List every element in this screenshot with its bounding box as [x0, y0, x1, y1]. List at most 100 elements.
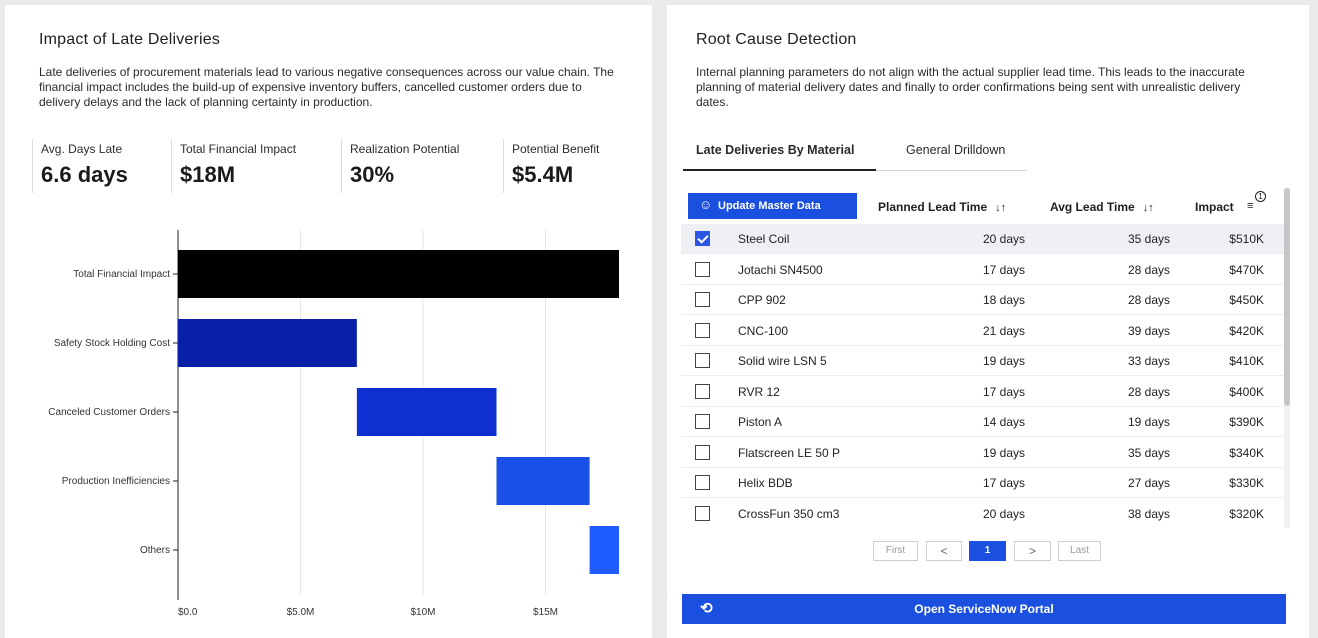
planned-lead-time: 21 days	[982, 323, 1025, 338]
material-name: Helix BDB	[738, 476, 793, 490]
pagination-prev-button[interactable]: <	[926, 541, 962, 561]
open-servicenow-portal-button[interactable]: ⟲ Open ServiceNow Portal	[682, 594, 1286, 624]
user-edit-icon: ☺	[699, 197, 713, 212]
kpi-total-financial-impact: Total Financial Impact $18M	[171, 139, 341, 193]
x-tick-label: $0.0	[178, 607, 198, 618]
avg-lead-time: 28 days	[1127, 262, 1170, 277]
material-name: Steel Coil	[738, 232, 790, 246]
kpi-value: 30%	[350, 162, 395, 187]
category-label: Others	[140, 545, 170, 556]
row-checkbox[interactable]	[695, 353, 710, 368]
materials-table: ☺ Update Master Data Planned Lead Time ↓↑…	[681, 188, 1291, 528]
table-row[interactable]: CNC-100 21 days 39 days $420K	[681, 316, 1285, 346]
row-checkbox[interactable]	[695, 475, 710, 490]
avg-lead-time: 27 days	[1127, 476, 1170, 490]
pagination-next-button[interactable]: >	[1014, 541, 1051, 561]
table-row[interactable]: Flatscreen LE 50 P 19 days 35 days $340K	[681, 438, 1285, 468]
impact-value: $410K	[1229, 354, 1264, 368]
bar	[178, 250, 619, 298]
planned-lead-time: 17 days	[982, 384, 1025, 399]
kpi-label: Realization Potential	[350, 142, 460, 156]
panel-description: Internal planning parameters do not alig…	[696, 65, 1245, 109]
planned-lead-time: 19 days	[982, 445, 1025, 460]
row-checkbox[interactable]	[695, 505, 710, 521]
table-row[interactable]: Helix BDB 17 days 27 days $330K	[681, 468, 1285, 498]
column-impact[interactable]: Impact ≡ 1	[1195, 191, 1266, 214]
panel-title: Root Cause Detection	[696, 31, 857, 48]
row-checkbox[interactable]	[695, 383, 710, 399]
material-name: Jotachi SN4500	[738, 262, 823, 277]
bar	[356, 388, 497, 436]
bar	[589, 526, 619, 574]
sort-desc-icon: ≡	[1247, 200, 1254, 212]
x-tick-label: $5.0M	[287, 607, 315, 618]
avg-lead-time: 35 days	[1127, 445, 1170, 460]
pagination-first-button[interactable]: First	[873, 541, 918, 561]
planned-lead-time: 19 days	[982, 354, 1025, 368]
avg-lead-time: 28 days	[1127, 384, 1170, 399]
table-scrollbar[interactable]	[1284, 188, 1290, 528]
impact-value: $470K	[1229, 262, 1264, 277]
column-planned-lead-time[interactable]: Planned Lead Time ↓↑	[878, 200, 1006, 214]
column-avg-lead-time[interactable]: Avg Lead Time ↓↑	[1050, 200, 1154, 214]
row-checkbox[interactable]	[695, 231, 710, 246]
table-row[interactable]: Steel Coil 20 days 35 days $510K	[681, 224, 1285, 254]
planned-lead-time: 17 days	[982, 476, 1025, 490]
table-row[interactable]: CPP 902 18 days 28 days $450K	[681, 285, 1285, 315]
row-checkbox[interactable]	[695, 292, 710, 307]
pagination-page-1[interactable]: 1	[969, 541, 1006, 561]
panel-title: Impact of Late Deliveries	[39, 31, 221, 48]
kpi-label: Avg. Days Late	[41, 142, 123, 156]
impact-value: $420K	[1229, 323, 1264, 338]
avg-lead-time: 28 days	[1127, 293, 1170, 307]
planned-lead-time: 14 days	[982, 415, 1025, 429]
tab-late-deliveries-by-material[interactable]: Late Deliveries By Material	[683, 143, 876, 171]
material-name: RVR 12	[738, 384, 780, 399]
planned-lead-time: 17 days	[982, 262, 1025, 277]
avg-lead-time: 39 days	[1127, 323, 1170, 338]
impact-value: $340K	[1229, 445, 1264, 460]
pagination-last-button[interactable]: Last	[1058, 541, 1101, 561]
scroll-thumb[interactable]	[1284, 188, 1290, 406]
portal-button-label: Open ServiceNow Portal	[914, 602, 1054, 616]
update-master-data-label: Update Master Data	[718, 200, 821, 212]
category-label: Safety Stock Holding Cost	[54, 338, 170, 349]
row-checkbox[interactable]	[695, 322, 710, 338]
row-checkbox[interactable]	[695, 261, 710, 277]
kpi-label: Potential Benefit	[512, 142, 600, 156]
planned-lead-time: 18 days	[982, 293, 1025, 307]
table-row[interactable]: RVR 12 17 days 28 days $400K	[681, 377, 1285, 407]
bar	[178, 319, 357, 367]
bar	[496, 457, 590, 505]
kpi-potential-benefit: Potential Benefit $5.4M	[503, 139, 633, 193]
planned-lead-time: 20 days	[982, 506, 1025, 521]
x-tick-label: $15M	[533, 607, 558, 618]
sort-order-badge: 1	[1255, 191, 1266, 202]
material-name: Piston A	[738, 415, 783, 429]
kpi-value: $18M	[180, 162, 236, 187]
impact-value: $510K	[1229, 232, 1264, 246]
table-row[interactable]: Solid wire LSN 5 19 days 33 days $410K	[681, 346, 1285, 376]
row-checkbox[interactable]	[695, 444, 710, 460]
kpi-value: $5.4M	[512, 162, 574, 187]
root-cause-panel: Root Cause Detection Internal planning p…	[667, 5, 1309, 638]
impact-value: $390K	[1229, 415, 1264, 429]
kpi-avg-days-late: Avg. Days Late 6.6 days	[32, 139, 170, 193]
material-name: Solid wire LSN 5	[738, 354, 827, 368]
column-label: Impact	[1195, 200, 1234, 214]
material-name: CNC-100	[738, 323, 789, 338]
waterfall-chart: Total Financial Impact Safety Stock Holdi…	[48, 230, 619, 618]
impact-value: $320K	[1229, 506, 1264, 521]
panel-description: Late deliveries of procurement materials…	[39, 65, 614, 109]
row-checkbox[interactable]	[695, 414, 710, 429]
category-label: Canceled Customer Orders	[48, 407, 170, 418]
table-row[interactable]: Piston A 14 days 19 days $390K	[681, 407, 1285, 437]
column-label: Avg Lead Time	[1050, 200, 1135, 214]
tab-general-drilldown[interactable]: General Drilldown	[906, 143, 1006, 157]
table-row[interactable]: CrossFun 350 cm3 20 days 38 days $320K	[681, 499, 1285, 528]
kpi-realization-potential: Realization Potential 30%	[341, 139, 503, 193]
update-master-data-button[interactable]: ☺ Update Master Data	[688, 193, 857, 219]
sort-icon: ↓↑	[1142, 202, 1154, 214]
avg-lead-time: 33 days	[1127, 354, 1170, 368]
table-row[interactable]: Jotachi SN4500 17 days 28 days $470K	[681, 255, 1285, 285]
